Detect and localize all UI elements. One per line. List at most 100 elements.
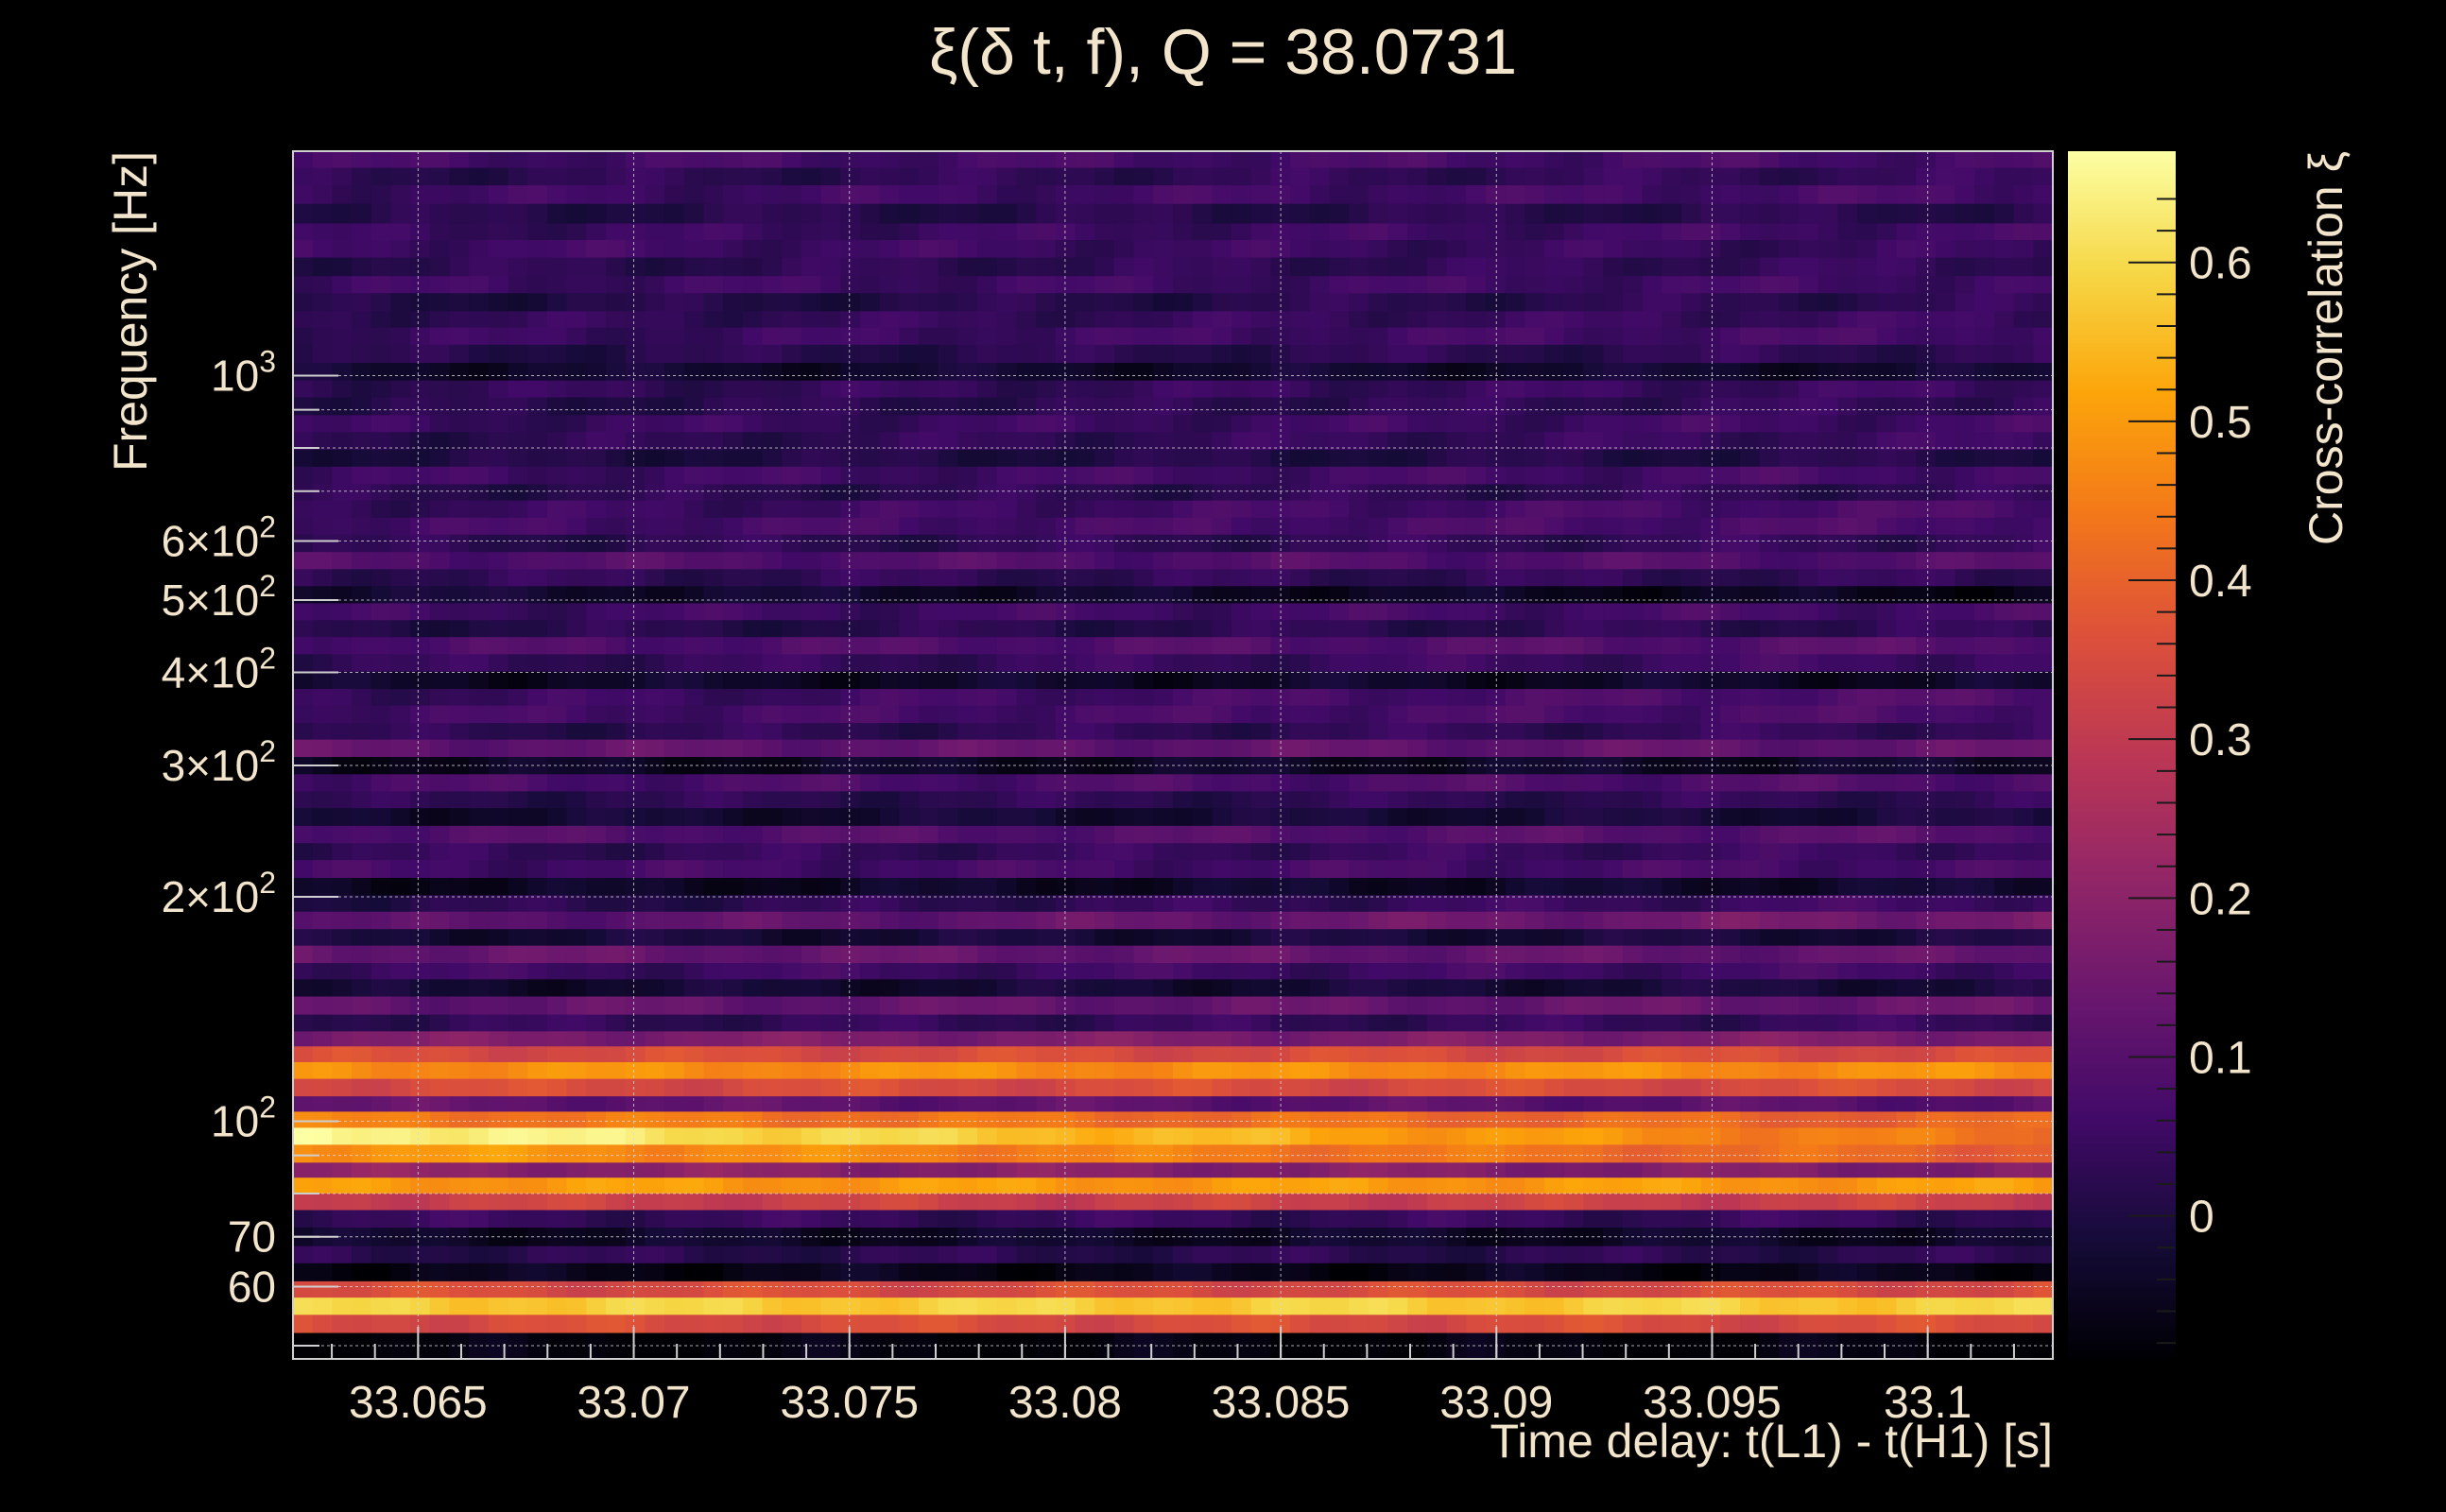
heatmap-cell [664, 654, 685, 673]
heatmap-cell [664, 774, 685, 792]
heatmap-cell [352, 534, 372, 553]
heatmap-cell [859, 167, 881, 186]
heatmap-cell [625, 705, 646, 724]
heatmap-cell [1173, 500, 1194, 519]
heatmap-cell [1622, 791, 1644, 809]
heatmap-cell [332, 1096, 353, 1112]
heatmap-cell [1368, 860, 1389, 879]
heatmap-cell [410, 484, 431, 502]
heatmap-cell [1779, 1062, 1800, 1080]
heatmap-cell [742, 911, 764, 930]
heatmap-cell [1700, 203, 1721, 225]
heatmap-cell [1603, 723, 1624, 741]
heatmap-cell [312, 705, 333, 724]
heatmap-cell [1935, 311, 1956, 329]
heatmap-cell [1094, 603, 1115, 621]
heatmap-cell [938, 327, 959, 346]
heatmap-cell [1113, 569, 1135, 587]
heatmap-cell [469, 484, 490, 502]
heatmap-cell [546, 996, 568, 1016]
heatmap-cell [1250, 450, 1272, 468]
heatmap-cell [1016, 167, 1037, 186]
heatmap-cell [606, 311, 627, 329]
heatmap-cell [1309, 466, 1331, 486]
heatmap-cell [1759, 689, 1780, 707]
heatmap-cell [1583, 415, 1604, 433]
heatmap-cell [527, 929, 548, 947]
heatmap-cell [1680, 757, 1702, 775]
heatmap-cell [606, 363, 627, 382]
heatmap-cell [957, 500, 978, 519]
heatmap-cell [1309, 739, 1331, 758]
heatmap-cell [1113, 911, 1135, 930]
heatmap-cell [1799, 167, 1819, 186]
heatmap-cell [1016, 569, 1037, 587]
heatmap-cell [1250, 929, 1272, 947]
heatmap-cell [1837, 450, 1858, 468]
heatmap-cell [1622, 603, 1644, 621]
heatmap-cell [723, 963, 744, 980]
heatmap-cell [1799, 1078, 1819, 1097]
heatmap-cell [1113, 963, 1135, 980]
heatmap-cell [1055, 979, 1077, 998]
heatmap-cell [1212, 1078, 1232, 1097]
heatmap-cell [1935, 895, 1956, 913]
heatmap-cell [1250, 654, 1272, 673]
heatmap-cell [645, 397, 665, 416]
heatmap-cell [919, 257, 939, 277]
heatmap-cell [1837, 380, 1858, 399]
heatmap-cell [1133, 689, 1154, 707]
heatmap-cell [2033, 569, 2054, 587]
heatmap-cell [1779, 603, 1800, 621]
heatmap-cell [1232, 344, 1252, 364]
heatmap-cell [664, 432, 685, 451]
heatmap-cell [1974, 895, 1995, 913]
heatmap-cell [645, 705, 665, 724]
heatmap-cell [449, 929, 470, 947]
heatmap-cell [1192, 327, 1213, 346]
heatmap-cell [1368, 327, 1389, 346]
heatmap-cell [801, 791, 822, 809]
heatmap-cell [1368, 945, 1389, 964]
heatmap-cell [996, 774, 1018, 792]
heatmap-cell [1916, 257, 1937, 277]
heatmap-cell [1662, 1062, 1682, 1080]
heatmap-cell [957, 843, 978, 861]
heatmap-cell [1407, 1078, 1428, 1097]
heatmap-cell [1857, 1031, 1878, 1047]
heatmap-cell [1505, 654, 1525, 673]
heatmap-cell [606, 552, 627, 570]
heatmap-cell [1544, 739, 1565, 758]
heatmap-cell [1212, 637, 1232, 655]
heatmap-cell [1916, 167, 1937, 186]
heatmap-cell [1642, 791, 1662, 809]
heatmap-cell [1486, 843, 1507, 861]
heatmap-cell [1955, 1078, 1975, 1097]
heatmap-cell [1662, 808, 1682, 827]
heatmap-cell [625, 1096, 646, 1112]
heatmap-cell [723, 466, 744, 486]
heatmap-cell [1290, 397, 1311, 416]
heatmap-cell [1153, 586, 1174, 605]
heatmap-cell [1583, 637, 1604, 655]
heatmap-cell [1603, 1014, 1624, 1032]
heatmap-cell [1153, 363, 1174, 382]
heatmap-cell [1993, 963, 2015, 980]
heatmap-cell [1486, 327, 1507, 346]
heatmap-cell [996, 1062, 1018, 1080]
heatmap-cell [508, 363, 528, 382]
heatmap-cell [919, 637, 939, 655]
heatmap-cell [352, 552, 372, 570]
heatmap-cell [1407, 1031, 1428, 1047]
heatmap-cell [1426, 1078, 1448, 1097]
heatmap-cell [782, 363, 802, 382]
heatmap-cell [586, 996, 607, 1016]
heatmap-cell [1857, 534, 1878, 553]
heatmap-cell [449, 1031, 470, 1047]
heatmap-cell [820, 757, 841, 775]
heatmap-cell [449, 484, 470, 502]
heatmap-cell [1544, 293, 1565, 312]
heatmap-cell [1662, 167, 1682, 186]
heatmap-cell [1036, 1031, 1057, 1047]
heatmap-cell [1133, 739, 1154, 758]
